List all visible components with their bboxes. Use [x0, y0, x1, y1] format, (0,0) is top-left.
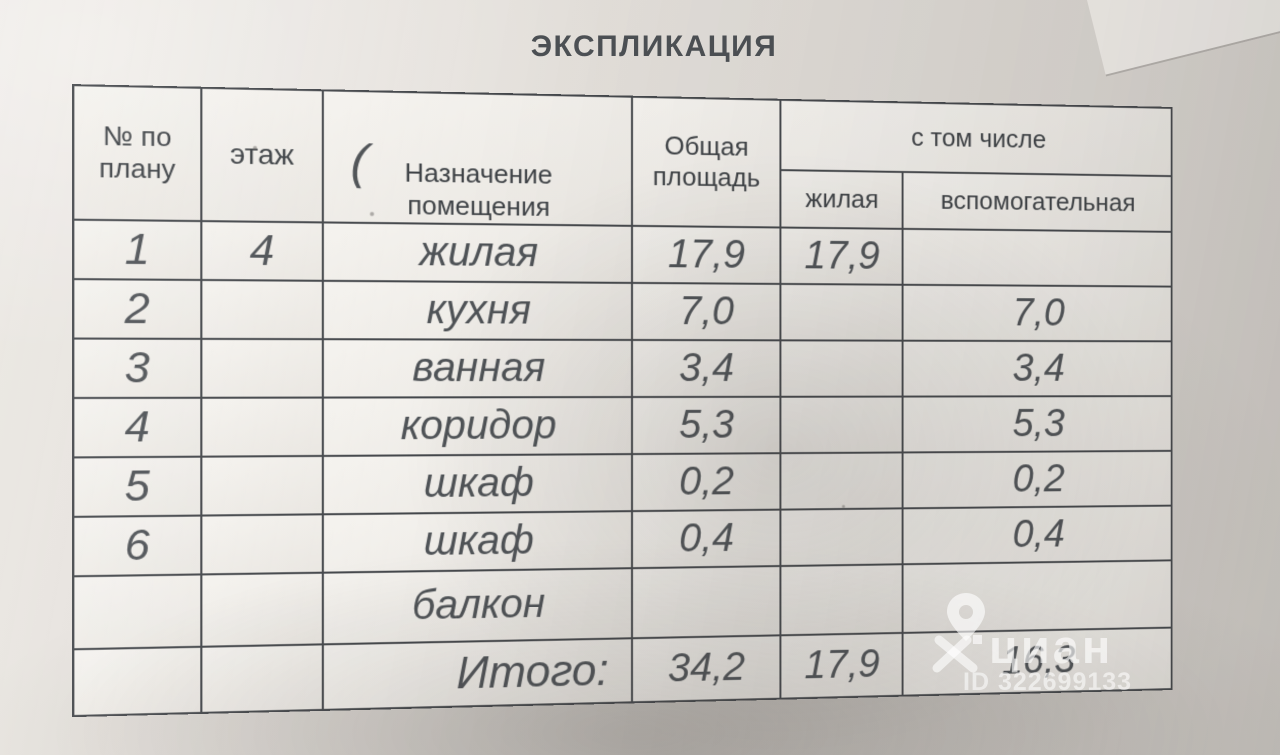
totals-label: Итого: [322, 638, 632, 710]
cell-plan-no: 5 [73, 456, 201, 517]
cell-aux: 5,3 [903, 395, 1172, 453]
totals-living: 17,9 [780, 632, 904, 699]
cell-floor [200, 572, 323, 647]
pen-mark: ( [349, 133, 370, 190]
cell-plan-no: 4 [73, 397, 201, 458]
table-row: 4 коридор 5,3 5,3 [73, 395, 1172, 458]
cell-plan-no: 2 [73, 278, 201, 339]
col-header-purpose-label: Назначение помещения [404, 157, 553, 223]
cell-total: 7,0 [631, 282, 781, 341]
cell-purpose: шкаф [322, 453, 632, 515]
cell-aux: 3,4 [903, 340, 1172, 397]
col-header-living: жилая [780, 169, 904, 229]
cell-living: 17,9 [780, 227, 904, 285]
explication-table: № по пла­ну этаж ( Назначение помещения … [72, 84, 1172, 717]
cell-living [780, 340, 904, 397]
cell-aux [903, 228, 1172, 287]
cell-plan-no [73, 646, 201, 716]
cell-plan-no: 1 [73, 219, 201, 280]
cell-total: 3,4 [631, 339, 781, 397]
explication-table-wrap: № по пла­ну этаж ( Назначение помещения … [72, 84, 1172, 716]
photo-speck [842, 505, 845, 508]
table-row: 2 кухня 7,0 7,0 [73, 278, 1172, 342]
cell-aux: 0,4 [903, 505, 1172, 565]
cell-floor [200, 397, 323, 457]
col-header-auxiliary: вспомогательная [903, 171, 1172, 232]
cell-purpose: жилая [322, 222, 632, 283]
cell-total: 5,3 [631, 396, 781, 454]
cell-purpose: ванная [322, 339, 632, 398]
cell-plan-no: 6 [73, 515, 201, 577]
cell-living [780, 508, 904, 566]
cell-living [780, 283, 904, 341]
col-header-total-area: Общая площадь [631, 96, 781, 228]
cell-plan-no [73, 574, 201, 650]
cell-plan-no: 3 [73, 338, 201, 398]
cell-floor [200, 514, 323, 575]
col-header-floor: этаж [200, 87, 323, 223]
cell-total: 0,2 [631, 453, 781, 512]
photo-speck [253, 146, 257, 150]
cell-floor [200, 338, 323, 398]
cell-total [631, 565, 781, 639]
cell-living [780, 564, 904, 636]
col-header-including: с том числе [780, 99, 1172, 177]
photo-speck [370, 212, 374, 216]
cell-total: 0,4 [631, 509, 781, 569]
table-row: 3 ванная 3,4 3,4 [73, 338, 1172, 398]
cell-purpose: шкаф [322, 511, 632, 573]
col-header-plan-no: № по пла­ну [73, 85, 201, 221]
cell-aux: 0,2 [903, 450, 1172, 509]
cell-purpose: коридор [322, 396, 632, 456]
cell-floor [200, 279, 323, 340]
page-title: ЭКСПЛИКАЦИЯ [530, 30, 778, 63]
cell-floor: 4 [200, 220, 323, 281]
totals-aux: 16,3 [903, 627, 1172, 696]
cell-aux [903, 560, 1172, 633]
totals-total: 34,2 [631, 635, 781, 703]
paper-corner [1084, 0, 1280, 77]
cell-purpose: кухня [322, 280, 632, 340]
cell-floor [200, 644, 323, 713]
col-header-purpose: ( Назначение помещения [322, 90, 632, 226]
cell-total: 17,9 [631, 225, 781, 284]
cell-living [780, 452, 904, 510]
cell-purpose: балкон [322, 568, 632, 645]
table-row: 1 4 жилая 17,9 17,9 [73, 219, 1172, 287]
cell-aux: 7,0 [903, 284, 1172, 342]
cell-living [780, 396, 904, 454]
cell-floor [200, 455, 323, 516]
